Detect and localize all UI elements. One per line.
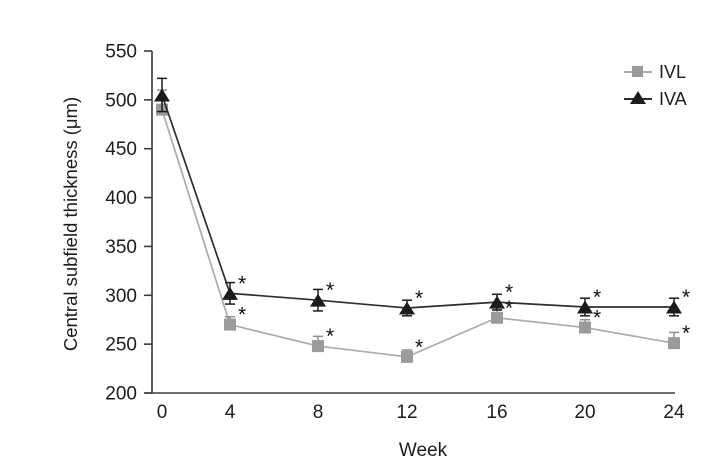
svg-text:20: 20 [574,402,595,423]
svg-text:*: * [415,287,423,310]
svg-text:*: * [326,325,334,348]
svg-text:24: 24 [663,402,685,423]
svg-text:12: 12 [396,402,417,423]
iva-triangle-marker-icon [624,91,652,106]
svg-text:*: * [682,286,690,309]
svg-text:400: 400 [105,188,137,209]
svg-text:500: 500 [105,90,137,111]
svg-text:450: 450 [105,139,137,160]
legend-item-ivl: IVL [624,58,687,85]
y-axis-title: Central subfield thickness (μm) [60,96,81,352]
svg-text:250: 250 [105,335,137,356]
svg-text:8: 8 [313,402,324,423]
svg-text:550: 550 [105,42,137,63]
legend-label-iva: IVA [659,88,687,109]
svg-text:*: * [593,307,601,330]
legend: IVL IVA [624,58,687,112]
svg-text:*: * [238,272,246,295]
svg-text:*: * [326,279,334,302]
ivl-square-marker-icon [624,64,652,79]
svg-text:*: * [505,281,513,304]
svg-text:*: * [238,304,246,327]
line-chart-figure: 200 250 300 350 400 450 500 550 0 4 8 12 16 20 24 * * * * *… [40,16,710,459]
svg-text:*: * [682,322,690,345]
svg-text:16: 16 [486,402,507,423]
svg-text:300: 300 [105,286,137,307]
legend-item-iva: IVA [624,85,687,112]
svg-text:*: * [505,297,513,320]
svg-text:350: 350 [105,237,137,258]
svg-text:4: 4 [225,402,236,423]
x-axis-title: Week [398,440,448,459]
svg-text:0: 0 [157,402,168,423]
svg-text:*: * [593,286,601,309]
svg-text:200: 200 [105,384,137,405]
legend-label-ivl: IVL [659,61,687,82]
svg-text:*: * [415,336,423,359]
